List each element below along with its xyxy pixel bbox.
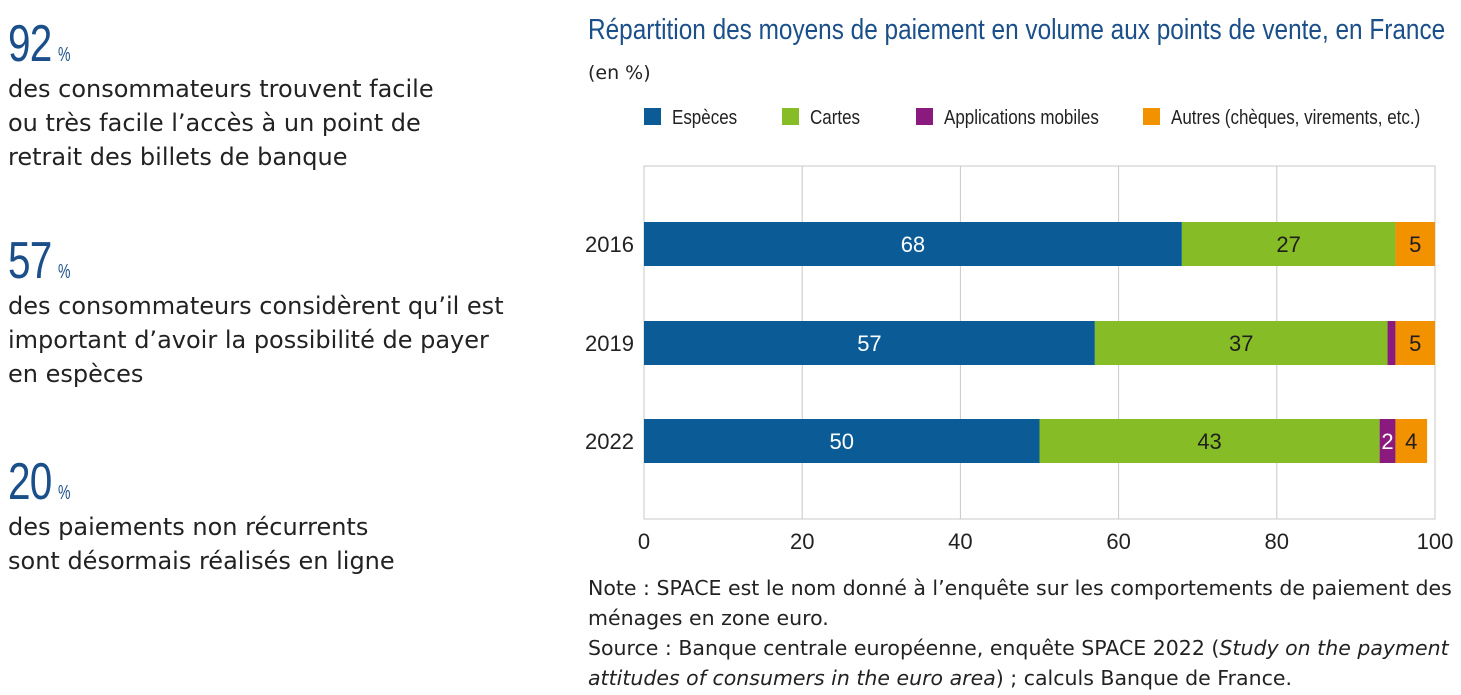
bar-segment (1094, 321, 1388, 365)
bar-segment (644, 222, 1182, 266)
stat-description: des consommateurs trouvent facile ou trè… (8, 75, 434, 171)
x-tick-label: 100 (1417, 529, 1454, 554)
bar-segment (1395, 419, 1428, 463)
x-tick-label: 0 (638, 529, 650, 554)
bar-data-label: 5 (1409, 331, 1421, 356)
bar-segment (1379, 419, 1396, 463)
legend-swatch (1143, 108, 1160, 125)
chart-notes: Note : SPACE est le nom donné à l’enquêt… (588, 573, 1458, 693)
stat-description: des paiements non récurrents sont désorm… (8, 513, 395, 575)
x-tick-label: 20 (790, 529, 814, 554)
legend-swatch (644, 108, 661, 125)
y-category-label: 2016 (585, 232, 634, 257)
bar-data-label: 5 (1409, 232, 1421, 257)
legend-label: Espèces (672, 106, 737, 129)
legend-label: Applications mobiles (944, 106, 1099, 129)
stat-block-3: 20% des paiements non récurrents sont dé… (8, 456, 395, 578)
source-italic: Study on the payment attitudes of consum… (588, 636, 1449, 690)
note-text: Note : SPACE est le nom donné à l’enquêt… (588, 576, 1452, 630)
legend-label: Autres (chèques, virements, etc.) (1171, 106, 1420, 129)
bar-data-label: 68 (901, 232, 925, 257)
legend-swatch (916, 108, 933, 125)
bar-data-label: 37 (1229, 331, 1253, 356)
source-text: Source : Banque centrale européenne, enq… (588, 633, 1458, 693)
stat-block-1: 92% des consommateurs trouvent facile ou… (8, 18, 434, 174)
bar-data-label: 27 (1276, 232, 1300, 257)
chart-title: Répartition des moyens de paiement en vo… (588, 14, 1446, 46)
bar-segment (644, 321, 1095, 365)
bar-segment (1395, 321, 1435, 365)
stat-description: des consommateurs considèrent qu’il est … (8, 292, 504, 388)
legend-swatch (782, 108, 799, 125)
stat-value: 92 (8, 15, 52, 73)
chart-unit: (en %) (588, 62, 651, 84)
bar-data-label: 2 (1381, 429, 1393, 454)
bar-segment (644, 419, 1040, 463)
x-tick-label: 60 (1106, 529, 1130, 554)
source-suffix: ) ; calculs Banque de France. (995, 666, 1292, 690)
bar-segment (1181, 222, 1396, 266)
stat-unit: % (57, 261, 71, 283)
x-tick-label: 80 (1265, 529, 1289, 554)
legend-label: Cartes (810, 106, 860, 129)
bar-data-label: 57 (857, 331, 881, 356)
y-category-label: 2022 (585, 429, 634, 454)
stat-value: 20 (8, 453, 52, 511)
bar-data-label: 4 (1405, 429, 1417, 454)
stat-value: 57 (8, 232, 52, 290)
bar-data-label: 50 (830, 429, 854, 454)
stat-unit: % (57, 482, 71, 504)
y-category-label: 2019 (585, 331, 634, 356)
stat-unit: % (57, 44, 71, 66)
stat-block-2: 57% des consommateurs considèrent qu’il … (8, 235, 504, 391)
bar-segment (1387, 321, 1396, 365)
bar-data-label: 43 (1197, 429, 1221, 454)
bar-segment (1039, 419, 1380, 463)
x-tick-label: 40 (948, 529, 972, 554)
source-prefix: Source : Banque centrale européenne, enq… (588, 636, 1220, 660)
bar-segment (1395, 222, 1435, 266)
